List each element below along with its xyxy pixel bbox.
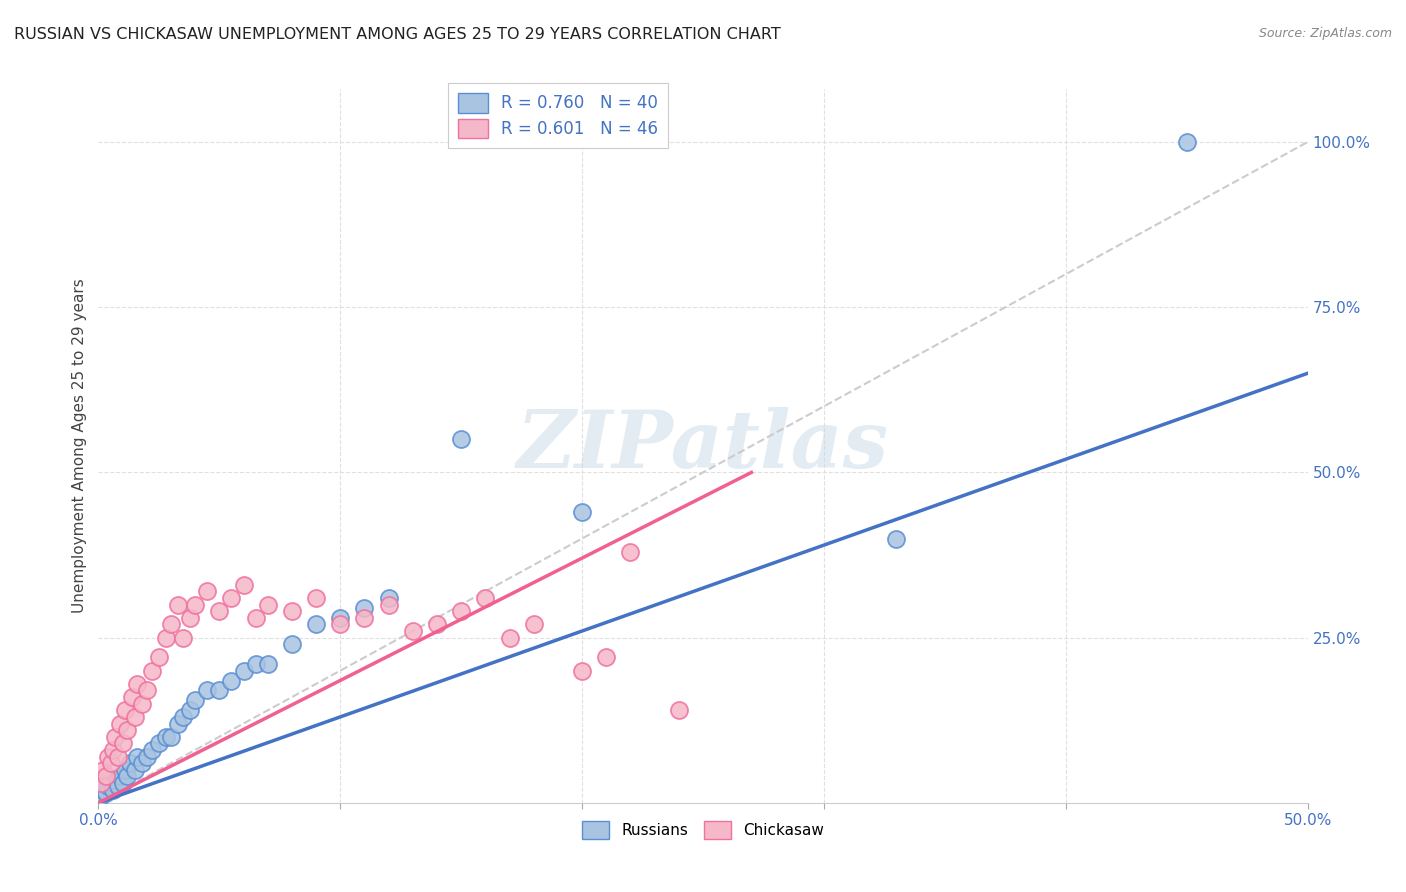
- Point: [148, 650, 170, 665]
- Point: [668, 703, 690, 717]
- Point: [172, 710, 194, 724]
- Point: [377, 591, 399, 605]
- Point: [94, 786, 117, 800]
- Point: [141, 743, 163, 757]
- Point: [498, 631, 520, 645]
- Point: [135, 749, 157, 764]
- Point: [305, 591, 328, 605]
- Point: [281, 637, 304, 651]
- Point: [353, 600, 375, 615]
- Point: [245, 657, 267, 671]
- Point: [90, 776, 112, 790]
- Point: [155, 730, 177, 744]
- Point: [111, 776, 134, 790]
- Point: [108, 769, 131, 783]
- Point: [208, 604, 231, 618]
- Point: [90, 789, 112, 804]
- Point: [221, 673, 243, 688]
- Point: [474, 591, 496, 605]
- Point: [101, 782, 124, 797]
- Point: [232, 664, 254, 678]
- Legend: Russians, Chickasaw: Russians, Chickasaw: [575, 815, 831, 845]
- Point: [127, 677, 149, 691]
- Point: [179, 611, 201, 625]
- Point: [571, 664, 593, 678]
- Point: [127, 749, 149, 764]
- Point: [329, 611, 352, 625]
- Point: [402, 624, 425, 638]
- Point: [111, 736, 134, 750]
- Point: [97, 749, 120, 764]
- Text: RUSSIAN VS CHICKASAW UNEMPLOYMENT AMONG AGES 25 TO 29 YEARS CORRELATION CHART: RUSSIAN VS CHICKASAW UNEMPLOYMENT AMONG …: [14, 27, 780, 42]
- Point: [148, 736, 170, 750]
- Point: [195, 584, 218, 599]
- Point: [135, 683, 157, 698]
- Text: Source: ZipAtlas.com: Source: ZipAtlas.com: [1258, 27, 1392, 40]
- Point: [97, 779, 120, 793]
- Point: [101, 743, 124, 757]
- Point: [353, 611, 375, 625]
- Point: [114, 703, 136, 717]
- Point: [426, 617, 449, 632]
- Point: [100, 756, 122, 771]
- Point: [245, 611, 267, 625]
- Point: [221, 591, 243, 605]
- Point: [450, 433, 472, 447]
- Point: [117, 769, 139, 783]
- Point: [595, 650, 617, 665]
- Point: [179, 703, 201, 717]
- Point: [94, 769, 117, 783]
- Point: [329, 617, 352, 632]
- Point: [184, 598, 207, 612]
- Point: [523, 617, 546, 632]
- Point: [167, 716, 190, 731]
- Point: [131, 697, 153, 711]
- Point: [104, 730, 127, 744]
- Point: [195, 683, 218, 698]
- Point: [886, 532, 908, 546]
- Point: [100, 776, 122, 790]
- Point: [131, 756, 153, 771]
- Point: [108, 716, 131, 731]
- Point: [107, 749, 129, 764]
- Point: [281, 604, 304, 618]
- Point: [155, 631, 177, 645]
- Point: [167, 598, 190, 612]
- Point: [450, 604, 472, 618]
- Point: [172, 631, 194, 645]
- Point: [571, 505, 593, 519]
- Point: [1175, 135, 1198, 149]
- Text: ZIPatlas: ZIPatlas: [517, 408, 889, 484]
- Point: [256, 657, 278, 671]
- Point: [118, 756, 141, 771]
- Point: [377, 598, 399, 612]
- Point: [305, 617, 328, 632]
- Point: [124, 763, 146, 777]
- Point: [256, 598, 278, 612]
- Point: [141, 664, 163, 678]
- Point: [117, 723, 139, 738]
- Point: [104, 772, 127, 787]
- Point: [124, 710, 146, 724]
- Point: [208, 683, 231, 698]
- Point: [160, 617, 183, 632]
- Point: [184, 693, 207, 707]
- Point: [91, 763, 114, 777]
- Point: [232, 578, 254, 592]
- Y-axis label: Unemployment Among Ages 25 to 29 years: Unemployment Among Ages 25 to 29 years: [72, 278, 87, 614]
- Point: [160, 730, 183, 744]
- Point: [107, 779, 129, 793]
- Point: [121, 690, 143, 704]
- Point: [91, 782, 114, 797]
- Point: [114, 763, 136, 777]
- Point: [619, 545, 641, 559]
